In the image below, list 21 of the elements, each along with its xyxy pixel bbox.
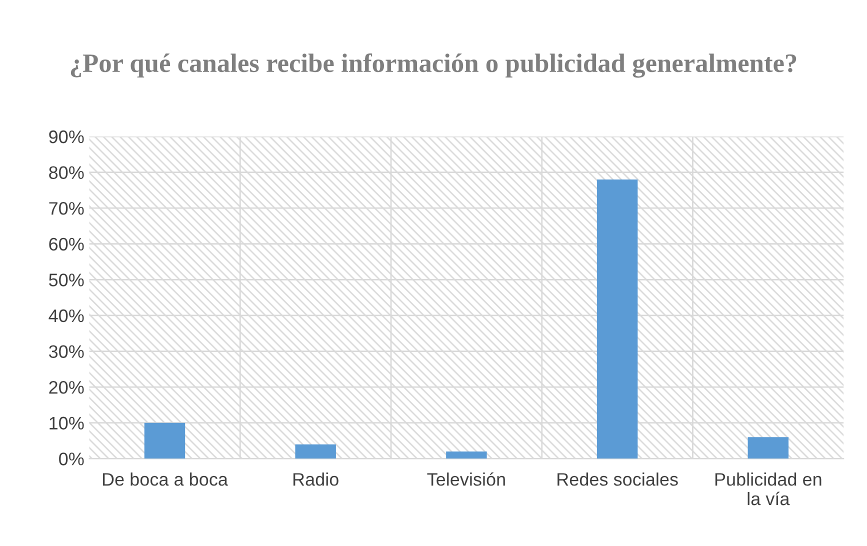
- x-tick-label: De boca a boca: [102, 472, 228, 486]
- chart-title: ¿Por qué canales recibe información o publicidad generalmente?: [70, 53, 796, 78]
- y-tick-label: 20%: [49, 380, 84, 394]
- y-tick-label: 90%: [49, 130, 84, 144]
- y-tick-label: 10%: [50, 416, 84, 430]
- bar: [596, 179, 638, 459]
- y-tick-label: 30%: [48, 345, 84, 358]
- bar: [446, 451, 487, 459]
- x-tick-label: Publicidad en la vía: [715, 472, 822, 506]
- y-tick-label: 70%: [49, 202, 84, 215]
- y-tick-label: 50%: [49, 274, 84, 286]
- bar: [295, 444, 336, 459]
- y-tick-label: 80%: [49, 166, 84, 180]
- bar: [748, 437, 789, 459]
- x-tick-label: Televisión: [427, 472, 505, 486]
- x-tick-label: Radio: [293, 472, 338, 486]
- x-tick-label: Redes sociales: [558, 472, 678, 486]
- y-tick-label: 40%: [48, 309, 84, 322]
- y-tick-label: 0%: [59, 452, 84, 466]
- bar: [144, 422, 186, 459]
- y-tick-label: 60%: [49, 238, 84, 251]
